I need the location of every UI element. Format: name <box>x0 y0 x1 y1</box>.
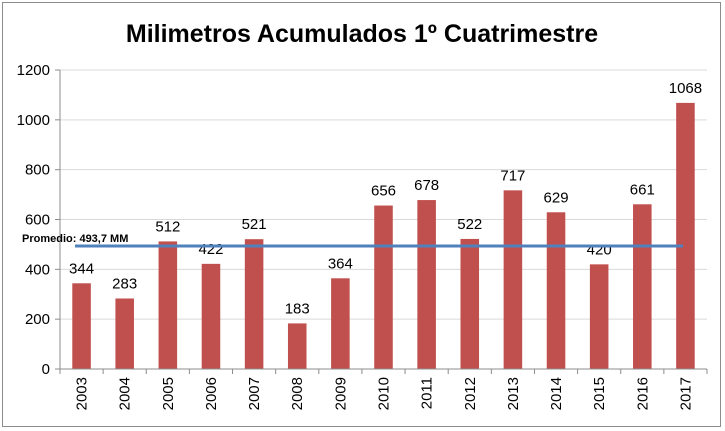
bar-2005 <box>158 241 178 369</box>
y-tick-label: 800 <box>25 162 50 179</box>
bar-2014 <box>546 212 566 369</box>
y-tick-label: 600 <box>25 212 50 229</box>
data-label-2012: 522 <box>457 216 482 233</box>
data-label-2011: 678 <box>414 177 439 194</box>
bar-2009 <box>331 278 350 369</box>
x-tick-label-2008: 2008 <box>289 377 306 410</box>
x-tick-label-2016: 2016 <box>634 377 651 410</box>
y-tick-label: 0 <box>42 361 50 378</box>
x-tick-label-2005: 2005 <box>160 377 177 410</box>
x-tick-label-2013: 2013 <box>505 377 522 410</box>
y-tick-label: 1200 <box>17 62 50 79</box>
x-tick-label-2004: 2004 <box>117 377 134 410</box>
bar-2015 <box>589 264 609 369</box>
bar-2008 <box>287 323 307 369</box>
bar-2007 <box>244 239 264 369</box>
x-tick-label-2009: 2009 <box>332 377 349 410</box>
bar-2004 <box>115 298 134 369</box>
bars <box>72 102 695 369</box>
y-tick-label: 1000 <box>17 112 50 129</box>
bar-2012 <box>460 238 480 369</box>
bar-2013 <box>503 190 523 369</box>
data-label-2016: 661 <box>630 181 655 198</box>
data-label-2006: 422 <box>198 241 223 258</box>
x-tick-label-2006: 2006 <box>203 377 220 410</box>
bar-2003 <box>72 283 91 369</box>
data-label-2004: 283 <box>112 275 137 292</box>
x-tick-label-2014: 2014 <box>548 377 565 410</box>
data-label-2003: 344 <box>69 260 94 277</box>
y-tick-label: 400 <box>25 261 50 278</box>
data-label-2007: 521 <box>242 216 267 233</box>
bar-2011 <box>417 200 436 369</box>
x-tick-label-2011: 2011 <box>419 377 436 409</box>
data-label-2013: 717 <box>500 167 525 184</box>
x-tick-label-2007: 2007 <box>246 377 263 410</box>
axes <box>55 69 708 374</box>
bar-2006 <box>201 263 221 369</box>
data-label-2009: 364 <box>328 255 353 272</box>
x-axis-ticks: 2003 2004 2005 2006 2007 2008 2009 2010 2011 2012… <box>74 377 695 410</box>
bar-2016 <box>633 204 652 369</box>
data-label-2015: 420 <box>587 241 612 258</box>
data-label-2014: 629 <box>544 189 569 206</box>
average-line-group: Promedio: 493,7 MM <box>22 233 683 248</box>
y-tick-label: 200 <box>25 311 50 328</box>
x-tick-label-2017: 2017 <box>677 377 694 410</box>
bar-2010 <box>374 205 393 369</box>
x-tick-label-2012: 2012 <box>462 377 479 410</box>
x-tick-label-2003: 2003 <box>74 377 91 410</box>
x-tick-label-2015: 2015 <box>591 377 608 410</box>
data-label-2008: 183 <box>285 300 310 317</box>
data-label-2010: 656 <box>371 183 396 200</box>
x-tick-label-2010: 2010 <box>376 377 393 410</box>
average-label: Promedio: 493,7 MM <box>22 233 128 245</box>
bar-2017 <box>676 102 695 369</box>
data-label-2017: 1068 <box>669 80 702 97</box>
chart-title: Milimetros Acumulados 1º Cuatrimestre <box>126 20 598 48</box>
data-label-2005: 512 <box>155 218 180 235</box>
y-axis-ticks: 0 200 400 600 800 1000 1200 <box>17 62 50 378</box>
